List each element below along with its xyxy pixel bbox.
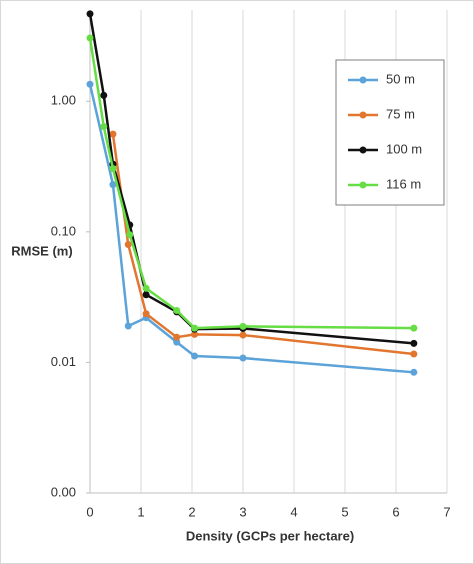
legend-label: 75 m — [386, 106, 415, 121]
data-point — [142, 284, 150, 292]
data-point — [109, 165, 117, 173]
x-tick-label: 0 — [86, 504, 93, 519]
data-point — [86, 34, 94, 42]
x-tick-label: 1 — [137, 504, 144, 519]
x-tick-label: 6 — [392, 504, 399, 519]
x-tick-label: 3 — [239, 504, 246, 519]
data-point — [410, 368, 418, 376]
data-point — [191, 352, 199, 360]
data-point — [410, 350, 418, 358]
legend-marker — [359, 76, 367, 84]
data-point — [100, 123, 108, 131]
data-point — [239, 322, 247, 330]
x-tick-label: 7 — [443, 504, 450, 519]
data-point — [191, 324, 199, 332]
data-point — [173, 338, 181, 346]
legend-label: 50 m — [386, 71, 415, 86]
data-point — [239, 354, 247, 362]
y-tick-label: 0.10 — [51, 223, 76, 238]
y-tick-label: 0.01 — [51, 354, 76, 369]
x-tick-label: 5 — [341, 504, 348, 519]
data-point — [100, 91, 108, 99]
data-point — [191, 330, 199, 338]
data-point — [239, 331, 247, 339]
data-point — [86, 80, 94, 88]
x-axis-label: Density (GCPs per hectare) — [186, 528, 354, 543]
data-point — [109, 181, 117, 189]
y-tick-label: 1.00 — [51, 93, 76, 108]
data-point — [410, 339, 418, 347]
data-point — [124, 322, 132, 330]
y-axis-label: RMSE (m) — [11, 243, 72, 258]
legend-marker — [359, 111, 367, 119]
x-tick-label: 4 — [290, 504, 297, 519]
legend-label: 100 m — [386, 141, 422, 156]
data-point — [142, 291, 150, 299]
data-point — [410, 324, 418, 332]
data-point — [173, 333, 181, 341]
data-point — [124, 241, 132, 249]
legend-marker — [359, 181, 367, 189]
data-point — [126, 231, 134, 239]
data-point — [109, 130, 117, 138]
x-tick-label: 2 — [188, 504, 195, 519]
series-line — [88, 83, 414, 374]
legend-marker — [359, 146, 367, 154]
legend-label: 116 m — [386, 176, 421, 191]
y-tick-label: 0.00 — [51, 484, 76, 499]
data-point — [86, 10, 94, 18]
legend-box — [335, 59, 445, 206]
data-point — [173, 306, 181, 314]
data-point — [142, 310, 150, 318]
